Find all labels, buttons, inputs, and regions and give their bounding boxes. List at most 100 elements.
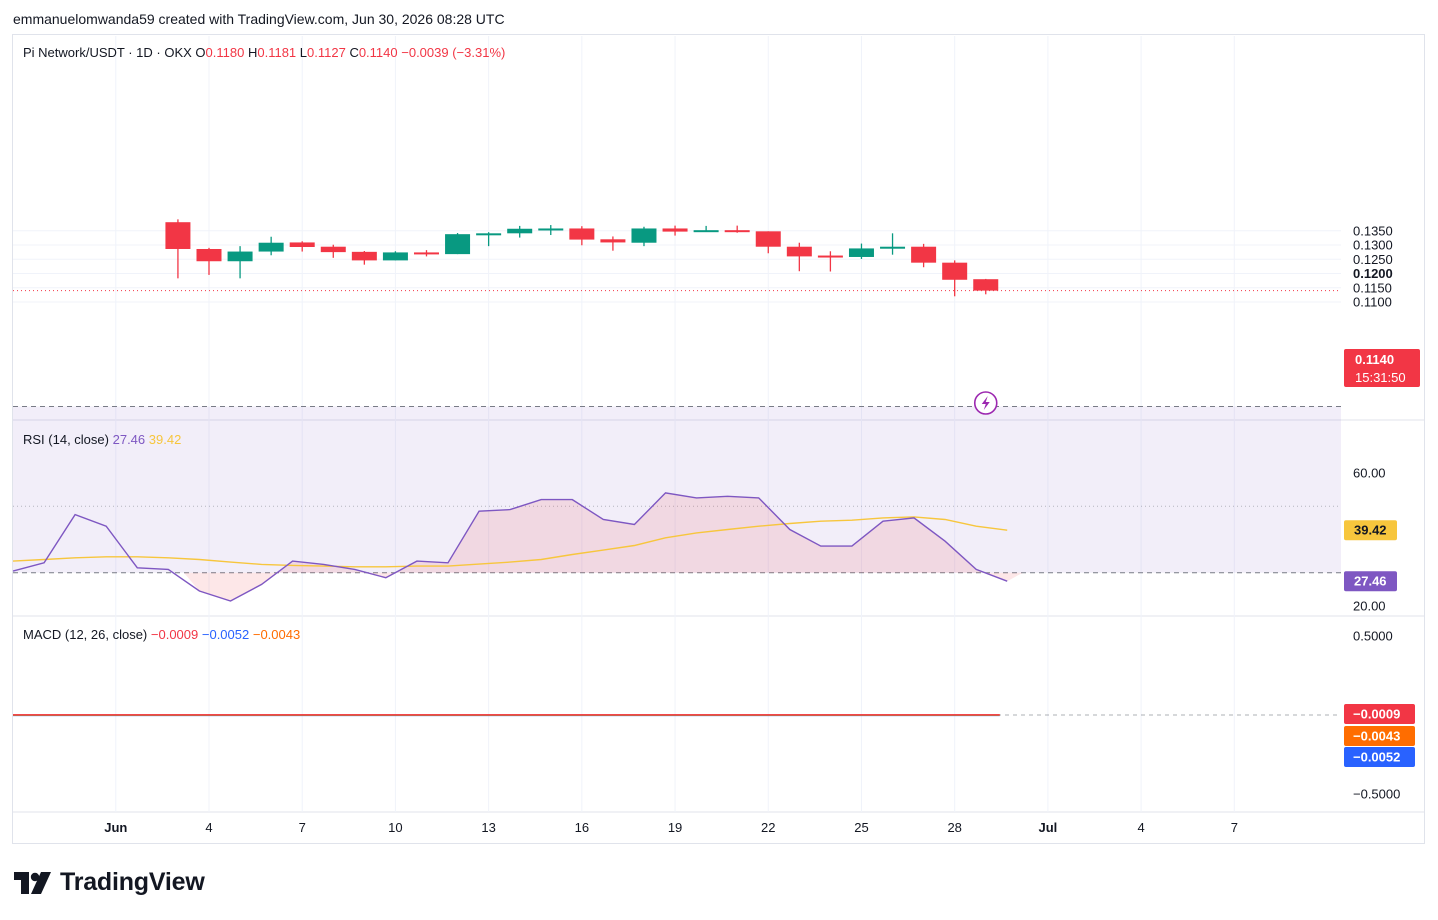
rsi-legend: RSI (14, close) 27.46 39.42 [23, 432, 181, 447]
candle-body [724, 230, 750, 233]
price-tick-label: 0.1200 [1353, 266, 1393, 281]
chart-frame [12, 34, 1425, 844]
candle-body [848, 248, 874, 257]
open-value: 0.1180 [205, 45, 245, 60]
rsi-background-band [13, 406, 1341, 573]
candle-body [476, 233, 502, 236]
price-tick-label: 0.1250 [1353, 252, 1393, 267]
candle-body [320, 246, 346, 253]
high-label: H [247, 45, 258, 60]
time-tick-label: 13 [481, 820, 495, 835]
macd-value: −0.0009 [150, 627, 199, 642]
tradingview-logo[interactable]: TradingView [14, 868, 205, 897]
signal-badge [1344, 747, 1415, 767]
candle-body [507, 228, 533, 234]
grid-layer [13, 36, 1425, 813]
time-tick-label: 19 [668, 820, 682, 835]
rsi-ma-line [12, 516, 1008, 568]
candle-body [911, 246, 937, 263]
macd-panel [13, 714, 1341, 717]
price-badges: 0.1140 15:31:50 39.42 27.46 −0.0009 −0.0043 −0… [1344, 349, 1420, 767]
price-tick-label: 0.1100 [1353, 295, 1392, 310]
candle-body [538, 228, 564, 231]
change-value: −0.0039 (−3.31%) [401, 45, 506, 60]
rsi-ma-value: 39.42 [148, 432, 182, 447]
candle-body [569, 228, 595, 240]
candle-body [413, 252, 439, 255]
candle-body [693, 230, 719, 233]
rsi-value: 27.46 [112, 432, 146, 447]
signal-badge-value: −0.0052 [1353, 750, 1400, 765]
time-tick-label: 16 [575, 820, 589, 835]
candle-body [382, 252, 408, 261]
rsi-tick-label: 60.00 [1353, 466, 1386, 481]
time-tick-label: 10 [388, 820, 402, 835]
rsi-tick-label: 20.00 [1353, 599, 1386, 614]
time-tick-label: 28 [947, 820, 961, 835]
last-price-badge [1344, 349, 1420, 387]
tradingview-wordmark: TradingView [60, 868, 205, 896]
tradingview-logo-icon [14, 871, 51, 894]
candles [165, 219, 999, 415]
histogram-badge [1344, 726, 1415, 746]
last-price-badge-value: 0.1140 [1355, 352, 1394, 367]
time-tick-label: 7 [299, 820, 306, 835]
high-value: 0.1181 [257, 45, 297, 60]
time-tick-label: Jul [1038, 820, 1057, 835]
price-tick-label: 0.1150 [1353, 280, 1392, 295]
price-tick-label: 0.1300 [1353, 238, 1393, 253]
time-tick-label: 22 [761, 820, 775, 835]
macd-tick-label: 0.5000 [1353, 629, 1393, 644]
candle-body [880, 246, 906, 249]
macd-tick-label: −0.5000 [1353, 787, 1400, 802]
candle-body [289, 242, 315, 247]
price-tick-label: 0.1350 [1353, 223, 1393, 238]
time-tick-label: 4 [1137, 820, 1144, 835]
time-tick-label: 7 [1231, 820, 1238, 835]
time-tick-label: Jun [104, 820, 127, 835]
candle-body [258, 242, 284, 252]
candle-body [165, 222, 191, 249]
time-tick-label: 4 [205, 820, 212, 835]
histogram-badge-value: −0.0043 [1353, 729, 1400, 744]
candle-body [227, 251, 253, 262]
low-value: 0.1127 [307, 45, 346, 60]
candle-body [445, 234, 471, 255]
macd-badge [1344, 704, 1415, 724]
macd-legend: MACD (12, 26, close) −0.0009 −0.0052 −0.… [23, 627, 300, 642]
symbol-title[interactable]: Pi Network/USDT · 1D · OKX [23, 45, 192, 60]
candle-body [942, 262, 968, 280]
rsi-title[interactable]: RSI (14, close) [23, 432, 109, 447]
rsi-line [12, 492, 1008, 602]
low-label: L [299, 45, 308, 60]
histogram-value: −0.0043 [252, 627, 301, 642]
candle-body [973, 279, 999, 291]
macd-badge-value: −0.0009 [1353, 707, 1400, 722]
price-legend: Pi Network/USDT · 1D · OKX O0.1180 H0.11… [23, 45, 505, 60]
rsi-oversold-fill [183, 492, 1023, 602]
candle-body [631, 228, 657, 243]
rsi-panel [12, 406, 1341, 602]
candle-body [600, 239, 626, 243]
time-tick-label: 25 [854, 820, 868, 835]
candle-body [662, 228, 688, 232]
candle-body [755, 231, 781, 247]
lightning-icon [981, 396, 990, 410]
signal-value: −0.0052 [201, 627, 250, 642]
close-value: 0.1140 [358, 45, 398, 60]
candle-body [351, 251, 377, 261]
rsi-badge-value: 27.46 [1354, 574, 1387, 589]
countdown-value: 15:31:50 [1355, 370, 1406, 385]
candle-body [786, 246, 812, 257]
chart-credit: emmanuelomwanda59 created with TradingVi… [13, 11, 505, 27]
macd-title[interactable]: MACD (12, 26, close) [23, 627, 148, 642]
candle-body [817, 255, 843, 258]
rsi-ma-badge-value: 39.42 [1354, 523, 1387, 538]
open-label: O [195, 45, 206, 60]
rsi-ma-badge [1344, 520, 1397, 541]
candle-body [196, 248, 222, 262]
close-label: C [349, 45, 359, 60]
rsi-badge [1344, 571, 1397, 592]
